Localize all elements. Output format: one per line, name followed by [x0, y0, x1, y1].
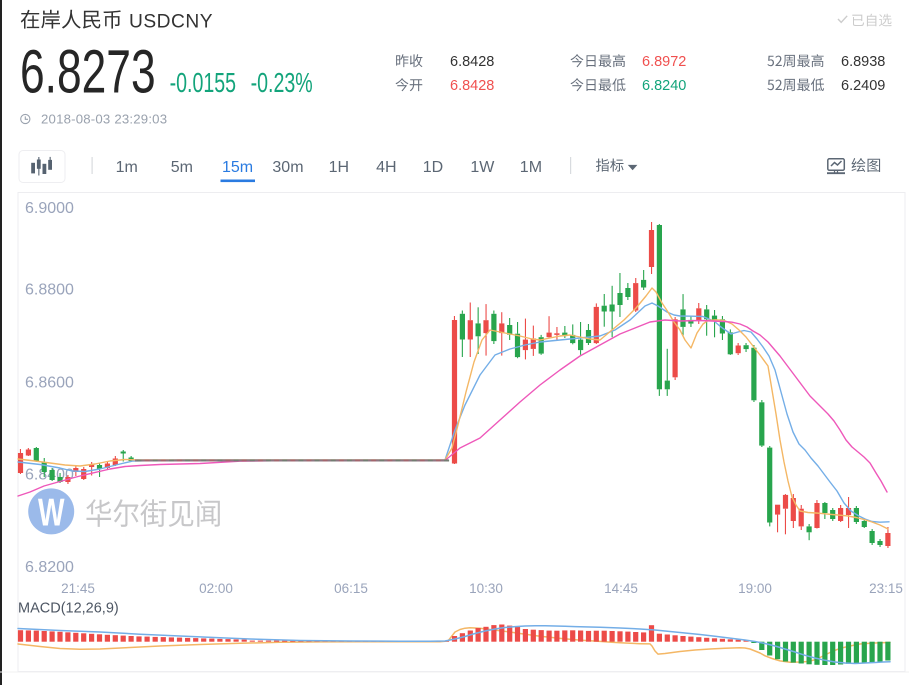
svg-text:USDCNY: USDCNY: [129, 12, 213, 33]
svg-text:-0.23%: -0.23%: [251, 68, 313, 99]
svg-text:14:45: 14:45: [604, 581, 638, 596]
svg-text:W: W: [38, 491, 65, 535]
svg-text:6.2409: 6.2409: [841, 78, 885, 94]
svg-text:6.8938: 6.8938: [841, 54, 885, 70]
svg-text:6.8200: 6.8200: [25, 559, 74, 576]
svg-text:6.8428: 6.8428: [450, 54, 494, 70]
svg-text:1W: 1W: [470, 159, 495, 176]
svg-text:1H: 1H: [329, 159, 349, 176]
svg-text:5m: 5m: [171, 159, 193, 176]
svg-text:02:00: 02:00: [199, 581, 233, 596]
svg-text:1M: 1M: [520, 159, 542, 176]
svg-text:30m: 30m: [272, 159, 303, 176]
svg-text:4H: 4H: [376, 159, 396, 176]
svg-text:6.9000: 6.9000: [25, 200, 74, 217]
svg-text:6.8600: 6.8600: [25, 375, 74, 392]
svg-text:6.8972: 6.8972: [642, 54, 686, 70]
svg-text:1m: 1m: [116, 159, 138, 176]
svg-text:6.8428: 6.8428: [450, 78, 494, 94]
svg-text:15m: 15m: [222, 159, 253, 176]
svg-text:-0.0155: -0.0155: [170, 68, 236, 99]
svg-text:1D: 1D: [423, 159, 443, 176]
svg-text:6.8800: 6.8800: [25, 282, 74, 299]
svg-text:MACD(12,26,9): MACD(12,26,9): [18, 601, 119, 617]
svg-text:6.8273: 6.8273: [20, 39, 156, 106]
svg-text:10:30: 10:30: [469, 581, 503, 596]
svg-text:23:15: 23:15: [869, 581, 903, 596]
svg-text:21:45: 21:45: [61, 581, 95, 596]
svg-text:2018-08-03 23:29:03: 2018-08-03 23:29:03: [41, 112, 167, 127]
svg-text:06:15: 06:15: [334, 581, 368, 596]
svg-text:6.8240: 6.8240: [642, 78, 686, 94]
svg-text:19:00: 19:00: [738, 581, 772, 596]
